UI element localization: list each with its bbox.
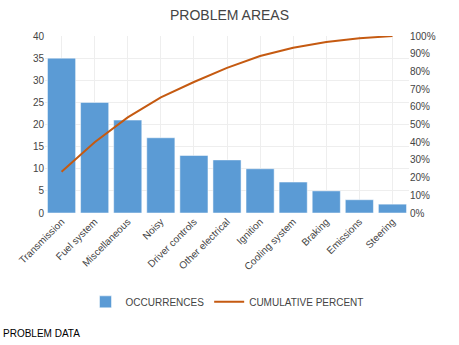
svg-text:10%: 10%: [410, 190, 430, 201]
svg-text:Driver controls: Driver controls: [145, 216, 198, 269]
svg-text:20%: 20%: [410, 172, 430, 183]
svg-text:80%: 80%: [410, 66, 430, 77]
svg-text:Miscellaneous: Miscellaneous: [80, 216, 133, 269]
svg-text:40%: 40%: [410, 137, 430, 148]
svg-text:Braking: Braking: [299, 216, 331, 248]
svg-text:30%: 30%: [410, 154, 430, 165]
svg-text:Noisy: Noisy: [140, 216, 165, 241]
svg-text:20: 20: [33, 119, 45, 130]
svg-text:25: 25: [33, 97, 45, 108]
svg-text:Emissions: Emissions: [324, 216, 364, 256]
svg-text:Other electrical: Other electrical: [177, 216, 232, 271]
svg-text:0: 0: [38, 208, 44, 219]
svg-text:70%: 70%: [410, 84, 430, 95]
svg-text:60%: 60%: [410, 101, 430, 112]
svg-text:OCCURRENCES: OCCURRENCES: [126, 297, 205, 308]
svg-text:50%: 50%: [410, 119, 430, 130]
svg-text:100%: 100%: [410, 31, 436, 42]
svg-text:40: 40: [33, 31, 45, 42]
svg-text:10: 10: [33, 163, 45, 174]
svg-text:PROBLEM AREAS: PROBLEM AREAS: [170, 7, 289, 23]
svg-text:90%: 90%: [410, 48, 430, 59]
svg-text:Cooling system: Cooling system: [242, 216, 298, 272]
svg-text:CUMULATIVE PERCENT: CUMULATIVE PERCENT: [249, 297, 363, 308]
svg-text:0%: 0%: [410, 208, 425, 219]
svg-text:Transmission: Transmission: [17, 216, 67, 266]
svg-text:PROBLEM DATA: PROBLEM DATA: [3, 328, 80, 339]
svg-text:Fuel system: Fuel system: [54, 216, 100, 262]
svg-text:Steering: Steering: [363, 216, 397, 250]
svg-text:15: 15: [33, 141, 45, 152]
svg-text:Ignition: Ignition: [234, 216, 265, 247]
svg-text:5: 5: [38, 185, 44, 196]
svg-text:30: 30: [33, 75, 45, 86]
svg-text:35: 35: [33, 53, 45, 64]
